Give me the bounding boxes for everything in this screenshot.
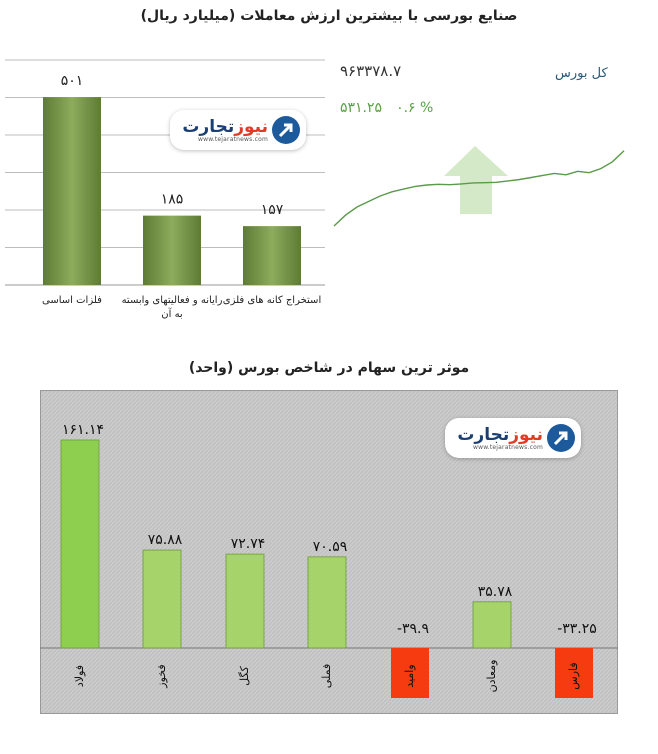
logo-brand-bottom: نیوزتجارت xyxy=(457,426,543,444)
tick-label: وامید xyxy=(403,664,416,687)
logo-brand-part1: نیوز xyxy=(234,116,268,137)
index-value: ۹۶۳۳۷۸.۷ xyxy=(340,62,402,80)
bar xyxy=(225,553,265,649)
data-label: -۳۹.۹ xyxy=(397,621,429,637)
index-line-chart xyxy=(333,146,625,227)
chart-title-bottom: موثر ترین سهام در شاخص بورس (واحد) xyxy=(188,360,470,376)
index-change-percent: ۰.۶ % xyxy=(396,100,434,116)
bar xyxy=(142,549,182,649)
bar xyxy=(143,215,201,285)
index-line xyxy=(333,150,625,227)
logo-brand-part2-bottom: تجارت xyxy=(457,424,510,445)
data-label: ۷۲.۷۴ xyxy=(231,536,266,552)
tick-label: فارس xyxy=(567,662,580,689)
logo-url: www.tejaratnews.com xyxy=(197,135,268,143)
logo-url-bottom: www.tejaratnews.com xyxy=(472,443,543,451)
index-change: ۵۳۱.۲۵ ۰.۶ % xyxy=(340,100,433,116)
data-label: ۳۵.۷۸ xyxy=(478,584,513,600)
data-label: ۵۰۱ xyxy=(61,73,84,89)
bar xyxy=(307,556,347,649)
index-change-value: ۵۳۱.۲۵ xyxy=(340,100,383,116)
bar xyxy=(472,601,512,649)
data-label: ۱۵۷ xyxy=(261,202,284,218)
data-label: ۷۵.۸۸ xyxy=(148,532,183,548)
data-label: ۷۰.۵۹ xyxy=(313,539,348,555)
tick-label: فولاد xyxy=(73,665,86,687)
negative-bar xyxy=(555,648,593,698)
tick-label: فلزات اساسی xyxy=(42,295,102,306)
chart-title-top: صنایع بورسی با بیشترین ارزش معاملات (میل… xyxy=(140,8,518,24)
logo-brand: نیوزتجارت xyxy=(182,118,268,136)
negative-bar xyxy=(391,648,429,698)
logo-brand-part2: تجارت xyxy=(182,116,235,137)
tick-label: فملی xyxy=(320,664,333,688)
tejaratnews-logo-bottom: نیوزتجارت www.tejaratnews.com xyxy=(445,418,581,458)
tick-label: فخوز xyxy=(155,664,168,688)
logo-arrow-icon xyxy=(272,116,300,144)
industries-bar-chart: ۵۰۱ ۱۸۵ ۱۵۷ فلزات اساسی رایانه و فعالیتهای و… xyxy=(5,59,325,320)
bar xyxy=(243,226,301,285)
data-label: -۳۳.۲۵ xyxy=(557,621,597,637)
index-name: کل بورس xyxy=(555,66,608,81)
tick-label: به آن xyxy=(161,307,182,320)
logo-brand-part1-bottom: نیوز xyxy=(509,424,543,445)
tejaratnews-logo: نیوزتجارت www.tejaratnews.com xyxy=(170,110,306,150)
tick-label: رایانه و فعالیتهای وابسته xyxy=(122,295,223,306)
data-label: ۱۸۵ xyxy=(161,192,184,208)
tick-label: کگل xyxy=(238,665,251,685)
data-label: ۱۶۱.۱۴ xyxy=(62,422,104,438)
bar xyxy=(60,439,100,649)
tick-label: ومعادن xyxy=(485,660,498,693)
tick-label: استخراج کانه های فلزی xyxy=(223,295,321,306)
logo-arrow-icon-bottom xyxy=(547,424,575,452)
up-arrow-icon xyxy=(444,146,508,214)
bar xyxy=(43,97,101,285)
